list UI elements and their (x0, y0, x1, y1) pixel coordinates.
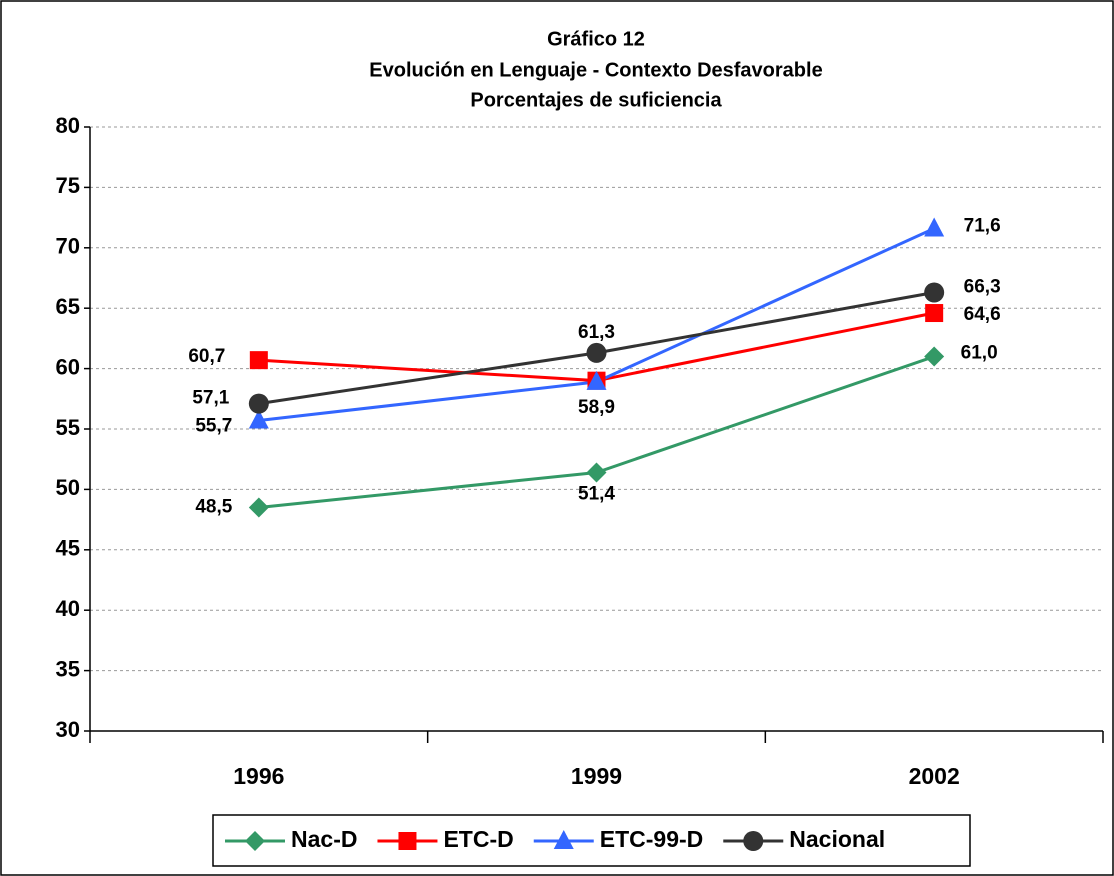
y-tick-label: 60 (56, 354, 80, 379)
legend-label: ETC-D (443, 826, 513, 852)
legend-label: Nacional (789, 826, 885, 852)
y-tick-label: 70 (56, 234, 80, 259)
y-tick-label: 65 (56, 294, 80, 319)
marker (586, 370, 607, 390)
marker (248, 409, 269, 429)
x-tick-label: 1996 (233, 763, 284, 789)
y-tick-label: 40 (56, 596, 80, 621)
data-label: 48,5 (195, 497, 232, 518)
y-tick-label: 80 (56, 113, 80, 138)
marker (248, 393, 269, 414)
data-label: 64,6 (964, 304, 1001, 325)
x-tick-label: 1999 (571, 763, 622, 789)
marker (925, 304, 944, 323)
marker (924, 217, 945, 237)
data-label: 61,0 (961, 343, 998, 364)
y-tick-label: 75 (56, 173, 80, 198)
marker (586, 342, 607, 363)
data-label: 61,3 (578, 322, 615, 343)
marker (924, 282, 945, 303)
marker (743, 831, 764, 851)
chart-title: Gráfico 12 (547, 28, 645, 50)
data-label: 66,3 (964, 277, 1001, 298)
data-label: 55,7 (195, 416, 232, 437)
marker (248, 497, 269, 518)
y-tick-label: 35 (56, 656, 80, 681)
marker (924, 346, 945, 367)
x-tick-label: 2002 (909, 763, 960, 789)
marker (249, 351, 268, 370)
data-label: 60,7 (188, 346, 225, 367)
marker (398, 832, 417, 850)
data-label: 57,1 (192, 388, 229, 409)
marker (245, 831, 265, 851)
y-tick-label: 45 (56, 536, 80, 561)
marker (553, 830, 574, 849)
data-label: 51,4 (578, 484, 615, 505)
y-tick-label: 55 (56, 415, 80, 440)
legend-label: Nac-D (291, 826, 357, 852)
y-tick-label: 30 (56, 717, 80, 742)
marker (586, 462, 607, 483)
y-tick-label: 50 (56, 475, 80, 500)
legend-label: ETC-99-D (600, 826, 704, 852)
data-label: 58,9 (578, 397, 615, 418)
chart-subtitle: Porcentajes de suficiencia (470, 89, 722, 111)
data-label: 71,6 (964, 215, 1001, 236)
chart-subtitle: Evolución en Lenguaje - Contexto Desfavo… (369, 59, 822, 81)
